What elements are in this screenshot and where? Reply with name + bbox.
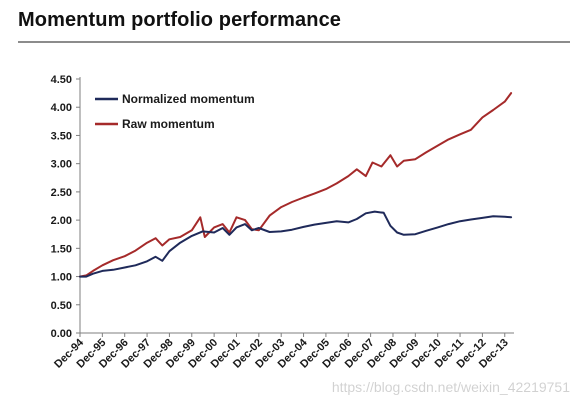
y-axis: 0.00 0.50 1.00 1.50 2.00 2.50 3.00 3.50 4.00 4.50	[51, 74, 81, 340]
y-tick-label: 4.50	[51, 74, 72, 86]
header: Momentum portfolio performance	[0, 0, 582, 44]
y-tick-label: 3.50	[51, 130, 72, 142]
y-tick-label: 3.00	[51, 159, 72, 171]
legend-label-normalized-momentum: Normalized momentum	[122, 92, 255, 106]
chart-area: 0.00 0.50 1.00 1.50 2.00 2.50 3.00 3.50 4.00 4.50…	[0, 44, 582, 401]
y-tick-label: 2.50	[51, 187, 72, 199]
title-divider	[18, 41, 570, 43]
series-line-raw-momentum	[79, 92, 513, 278]
y-tick-label: 4.00	[51, 102, 72, 114]
page-title: Momentum portfolio performance	[18, 9, 342, 31]
series-line-normalized-momentum	[79, 210, 513, 278]
x-axis: Dec-94Dec-95Dec-96Dec-97Dec-98Dec-99Dec-…	[52, 332, 514, 371]
y-tick-label: 2.00	[51, 215, 72, 227]
line-chart: 0.00 0.50 1.00 1.50 2.00 2.50 3.00 3.50 4.00 4.50…	[51, 74, 514, 371]
y-tick-label: 0.50	[51, 300, 72, 312]
y-tick-label: 0.00	[51, 328, 72, 340]
y-tick-label: 1.00	[51, 272, 72, 284]
y-tick-label: 1.50	[51, 243, 72, 255]
legend: Normalized momentum Raw momentum	[95, 92, 255, 131]
legend-label-raw-momentum: Raw momentum	[122, 117, 215, 131]
series-lines	[79, 92, 513, 278]
